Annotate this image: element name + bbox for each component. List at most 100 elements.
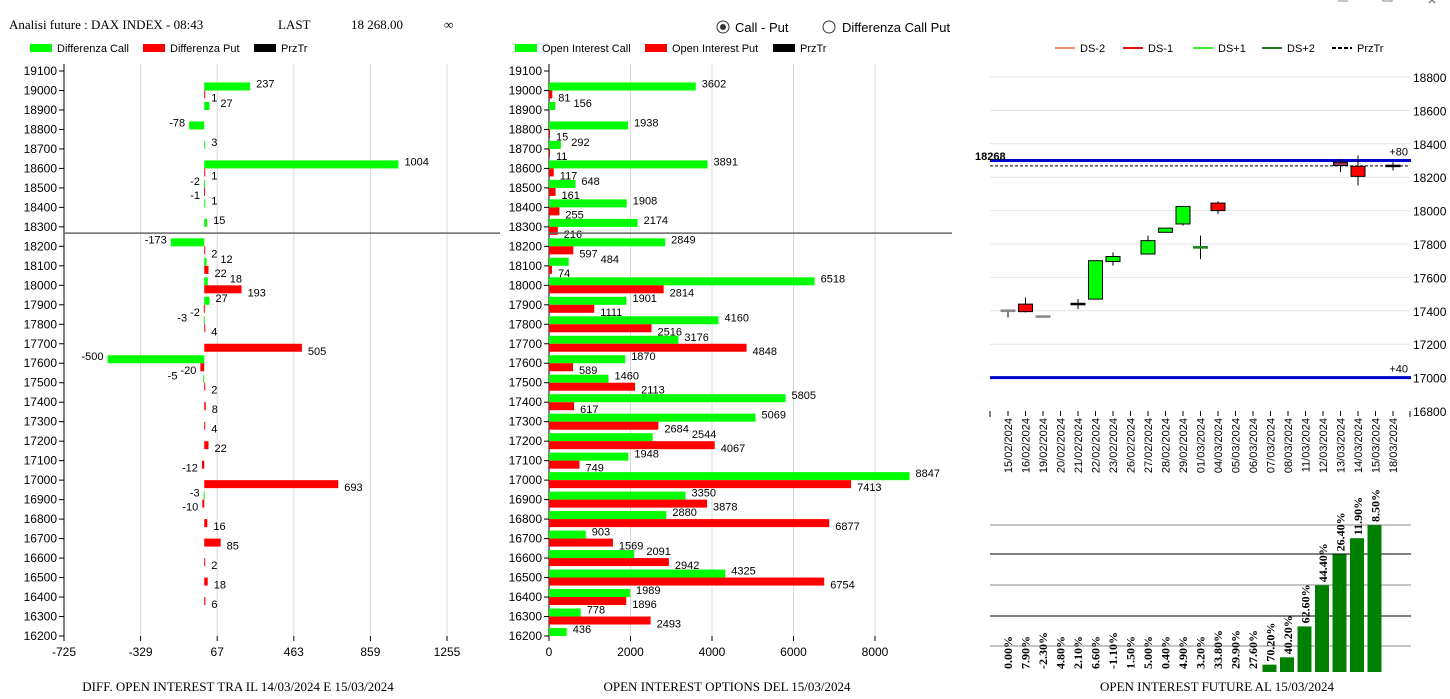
date-label: 04/03/2024 xyxy=(1213,418,1225,473)
call-bar xyxy=(549,413,756,422)
legend-swatch xyxy=(773,44,795,52)
prztr-value-label: 18268 xyxy=(975,151,1006,163)
y-tick-label: 19100 xyxy=(509,64,543,78)
y-tick-label: 17500 xyxy=(509,376,543,390)
call-value-label: 2091 xyxy=(646,546,670,558)
candle xyxy=(1000,309,1016,318)
call-value-label: 27 xyxy=(215,293,227,305)
legend-label: DS-2 xyxy=(1080,43,1105,55)
put-value-label: 2684 xyxy=(664,424,688,436)
y-tick-label: 16900 xyxy=(509,493,543,507)
date-label: 07/03/2024 xyxy=(1266,418,1278,473)
call-bar xyxy=(549,491,686,500)
call-value-label: 3176 xyxy=(684,332,708,344)
x-tick-label: 6000 xyxy=(780,645,807,659)
put-value-label: 216 xyxy=(564,229,582,241)
y-tick-label: 18800 xyxy=(1413,71,1447,85)
put-value-label: 7413 xyxy=(857,482,881,494)
y-tick-label: 16400 xyxy=(24,590,58,604)
call-value-label: 27 xyxy=(220,98,232,110)
put-bar xyxy=(549,246,574,255)
date-label: 16/02/2024 xyxy=(1021,418,1033,473)
y-tick-label: 17000 xyxy=(24,473,58,487)
put-value-label: 597 xyxy=(579,248,597,260)
put-bar xyxy=(204,480,339,489)
x-tick-label: -725 xyxy=(52,645,76,659)
call-value-label: 1460 xyxy=(614,371,638,383)
y-tick-label: 18100 xyxy=(24,259,58,273)
candle xyxy=(1070,299,1086,310)
legend-item: Differenza Call xyxy=(30,43,129,55)
put-value-label: 22 xyxy=(214,268,226,280)
y-tick-label: 16500 xyxy=(24,571,58,585)
call-value-label: 903 xyxy=(592,527,610,539)
percent-label: 4.90% xyxy=(1176,636,1190,669)
candle-body xyxy=(1088,260,1103,300)
radio-differenza-call-put[interactable]: Differenza Call Put xyxy=(822,20,951,35)
call-bar xyxy=(549,218,638,227)
call-value-label: 1989 xyxy=(636,585,660,597)
put-value-label: 117 xyxy=(560,170,578,182)
y-tick-label: 18600 xyxy=(509,161,543,175)
percent-label: 0.40% xyxy=(1159,636,1173,669)
put-value-label: 255 xyxy=(565,209,583,221)
put-bar xyxy=(549,421,659,430)
y-tick-label: 18700 xyxy=(509,142,543,156)
put-value-label: 193 xyxy=(248,287,266,299)
candle xyxy=(1140,235,1156,255)
put-bar xyxy=(204,382,206,391)
candle-body xyxy=(1333,161,1348,167)
put-bar xyxy=(549,343,747,352)
call-bar xyxy=(549,257,569,266)
candle xyxy=(1088,260,1103,300)
candle-body xyxy=(1350,165,1366,177)
close-icon[interactable] xyxy=(1428,0,1436,4)
put-value-label: 6877 xyxy=(835,521,859,533)
put-bar xyxy=(204,324,206,333)
y-tick-label: 17000 xyxy=(1413,372,1447,386)
call-value-label: 15 xyxy=(213,215,225,227)
put-value-label: 4 xyxy=(211,424,217,436)
put-bar xyxy=(204,168,206,177)
put-bar xyxy=(549,324,652,333)
put-value-label: 693 xyxy=(344,482,362,494)
call-value-label: 1938 xyxy=(634,117,658,129)
call-value-label: 8847 xyxy=(916,468,940,480)
x-tick-label: 4000 xyxy=(699,645,726,659)
oi-future-bar xyxy=(1332,554,1347,672)
y-tick-label: 18000 xyxy=(24,278,58,292)
put-bar xyxy=(549,363,574,372)
call-value-label: 3891 xyxy=(714,156,738,168)
put-bar xyxy=(204,265,209,274)
call-value-label: -5 xyxy=(168,371,178,383)
percent-label: 7.90% xyxy=(1019,636,1033,669)
put-value-label: 8 xyxy=(212,404,218,416)
call-value-label: 12 xyxy=(220,254,232,266)
y-tick-label: 17600 xyxy=(509,356,543,370)
put-bar xyxy=(204,519,208,528)
y-tick-label: 18800 xyxy=(24,122,58,136)
candle-body xyxy=(1158,227,1173,233)
legend-label: PrzTr xyxy=(281,43,308,55)
put-value-label: 4067 xyxy=(721,443,745,455)
percent-label: 11.90% xyxy=(1351,497,1365,535)
call-bar xyxy=(203,179,205,188)
call-value-label: 1901 xyxy=(632,293,656,305)
header: Analisi future : DAX INDEX - 08:43 LAST … xyxy=(9,17,453,32)
put-bar xyxy=(549,597,627,606)
maximize-icon[interactable] xyxy=(1382,0,1393,2)
put-bar xyxy=(204,558,206,567)
radio-call-put[interactable]: Call - Put xyxy=(716,20,789,35)
put-bar xyxy=(549,90,553,99)
call-bar xyxy=(549,530,586,539)
put-value-label: 15 xyxy=(556,131,568,143)
y-tick-label: 16800 xyxy=(509,512,543,526)
radio-button[interactable] xyxy=(822,20,836,34)
chart-title: OPEN INTEREST OPTIONS DEL 15/03/2024 xyxy=(604,679,852,694)
y-tick-label: 18000 xyxy=(509,278,543,292)
y-tick-label: 17800 xyxy=(24,317,58,331)
call-bar xyxy=(549,569,726,578)
legend-label: Open Interest Put xyxy=(672,43,758,55)
x-tick-label: 859 xyxy=(360,645,380,659)
put-value-label: 2493 xyxy=(657,619,681,631)
